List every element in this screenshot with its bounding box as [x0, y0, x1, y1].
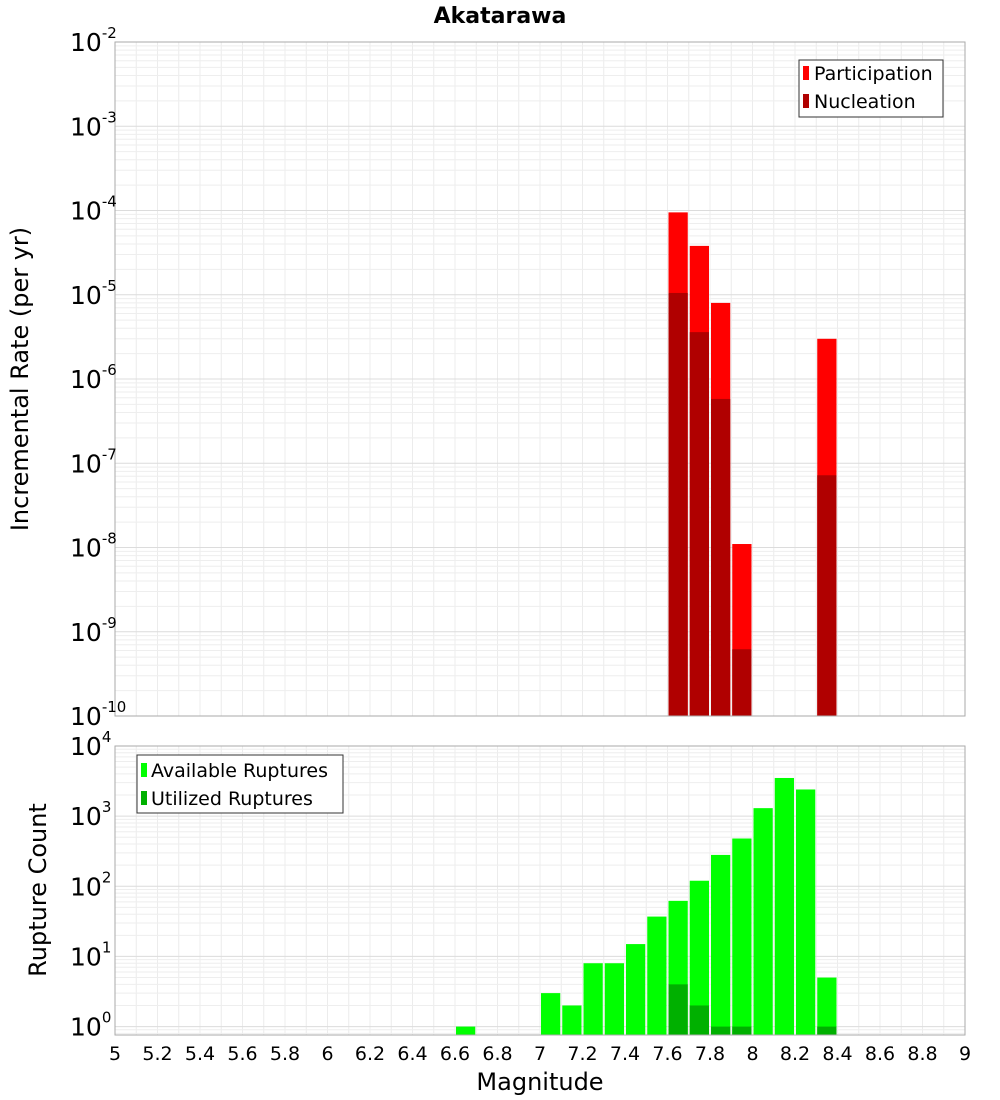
legend-swatch-nucleation — [803, 94, 809, 108]
x-tick-label: 5.8 — [270, 1043, 300, 1065]
x-tick-label: 6.8 — [482, 1043, 512, 1065]
count-bar-available-ruptures — [583, 963, 603, 1035]
count-legend: Available Ruptures Utilized Ruptures — [136, 754, 344, 814]
count-bar-utilized-ruptures — [817, 1026, 837, 1035]
count-bar-available-ruptures — [753, 808, 773, 1035]
rate-bar-nucleation — [689, 332, 709, 716]
count-bar-utilized-ruptures — [668, 984, 688, 1035]
x-tick-label: 8.4 — [822, 1043, 852, 1065]
x-tick-label: 5.2 — [142, 1043, 172, 1065]
x-tick-label: 5 — [109, 1043, 121, 1065]
x-tick-label: 8.8 — [907, 1043, 937, 1065]
legend-label-utilized: Utilized Ruptures — [151, 788, 313, 810]
count-y-ticks: 104 103 102 101 100 — [70, 728, 111, 1042]
count-bar-utilized-ruptures — [711, 1026, 731, 1035]
rate-y-tick-label: 10-4 — [70, 193, 117, 226]
count-plot-border — [114, 745, 966, 1036]
x-tick-label: 9 — [959, 1043, 971, 1065]
rate-y-tick-label: 10-3 — [70, 108, 117, 141]
x-tick-label: 7.6 — [652, 1043, 682, 1065]
rate-bar-nucleation — [711, 398, 731, 716]
count-bar-available-ruptures — [647, 916, 667, 1035]
x-tick-label: 8.2 — [780, 1043, 810, 1065]
count-y-tick-label: 100 — [70, 1009, 111, 1042]
x-tick-label: 7.4 — [610, 1043, 640, 1065]
count-y-tick-label: 104 — [70, 728, 111, 761]
count-bar-available-ruptures — [456, 1026, 476, 1035]
x-tick-label: 8 — [746, 1043, 758, 1065]
rate-bar-nucleation — [732, 649, 752, 716]
count-bar-available-ruptures — [711, 854, 731, 1035]
count-bar-available-ruptures — [796, 789, 816, 1035]
count-bars — [456, 777, 837, 1035]
x-tick-label: 7.8 — [695, 1043, 725, 1065]
x-tick-label: 5.4 — [185, 1043, 215, 1065]
x-tick-label: 7 — [534, 1043, 546, 1065]
count-bar-available-ruptures — [562, 1005, 582, 1035]
count-bar-available-ruptures — [732, 838, 752, 1035]
count-bar-available-ruptures — [604, 963, 624, 1035]
rate-y-tick-label: 10-2 — [70, 24, 117, 57]
count-bar-utilized-ruptures — [689, 1005, 709, 1035]
count-y-tick-label: 103 — [70, 798, 111, 831]
count-y-tick-label: 102 — [70, 868, 111, 901]
x-axis-label: Magnitude — [476, 1068, 603, 1096]
rate-y-tick-label: 10-5 — [70, 277, 117, 310]
x-tick-label: 6 — [321, 1043, 333, 1065]
rate-bars — [668, 212, 837, 717]
x-tick-label: 7.2 — [567, 1043, 597, 1065]
count-bar-utilized-ruptures — [732, 1026, 752, 1035]
x-tick-label: 6.6 — [440, 1043, 470, 1065]
count-bar-available-ruptures — [817, 977, 837, 1035]
count-y-axis-label: Rupture Count — [24, 803, 52, 977]
count-gridlines — [114, 746, 966, 1035]
count-bar-available-ruptures — [626, 944, 646, 1035]
legend-label-available: Available Ruptures — [151, 760, 328, 782]
count-bar-available-ruptures — [689, 880, 709, 1035]
legend-swatch-participation — [803, 66, 809, 80]
legend-label-nucleation: Nucleation — [814, 91, 916, 113]
rate-y-tick-label: 10-6 — [70, 361, 117, 394]
chart-title: Akatarawa — [434, 4, 567, 29]
rate-y-ticks: 10-2 10-3 10-4 10-5 10-6 10-7 10-8 10-9 10-10 — [70, 24, 126, 731]
count-y-tick-label: 101 — [70, 938, 111, 971]
x-tick-label: 5.6 — [227, 1043, 257, 1065]
rate-panel: 10-2 10-3 10-4 10-5 10-6 10-7 10-8 10-9 10-10 In… — [6, 24, 966, 731]
rate-y-tick-label: 10-9 — [70, 614, 117, 647]
rate-bar-nucleation — [668, 292, 688, 716]
x-tick-label: 8.6 — [865, 1043, 895, 1065]
rate-gridlines — [114, 42, 966, 717]
x-tick-label: 6.4 — [397, 1043, 427, 1065]
legend-swatch-utilized — [141, 791, 147, 805]
x-axis-ticks: 5 5.2 5.4 5.6 5.8 6 6.2 6.4 6.6 6.8 7 7.2 7.4 7.6 7.8 8… — [109, 1043, 971, 1065]
rate-y-tick-label: 10-8 — [70, 530, 117, 563]
count-bar-available-ruptures — [541, 993, 561, 1035]
x-tick-label: 6.2 — [355, 1043, 385, 1065]
count-bar-available-ruptures — [774, 777, 794, 1035]
rate-y-tick-label: 10-7 — [70, 445, 117, 478]
count-legend-box — [136, 754, 344, 814]
count-panel: 104 103 102 101 100 Rupture Count Available … — [24, 728, 966, 1042]
rate-y-axis-label: Incremental Rate (per yr) — [6, 227, 34, 531]
rate-legend: Participation Nucleation — [798, 59, 944, 118]
rate-plot-border — [114, 41, 966, 717]
legend-label-participation: Participation — [814, 63, 933, 85]
rate-legend-box — [798, 59, 944, 118]
rate-bar-nucleation — [817, 475, 837, 716]
rate-y-tick-label: 10-10 — [70, 698, 126, 731]
legend-swatch-available — [141, 763, 147, 777]
